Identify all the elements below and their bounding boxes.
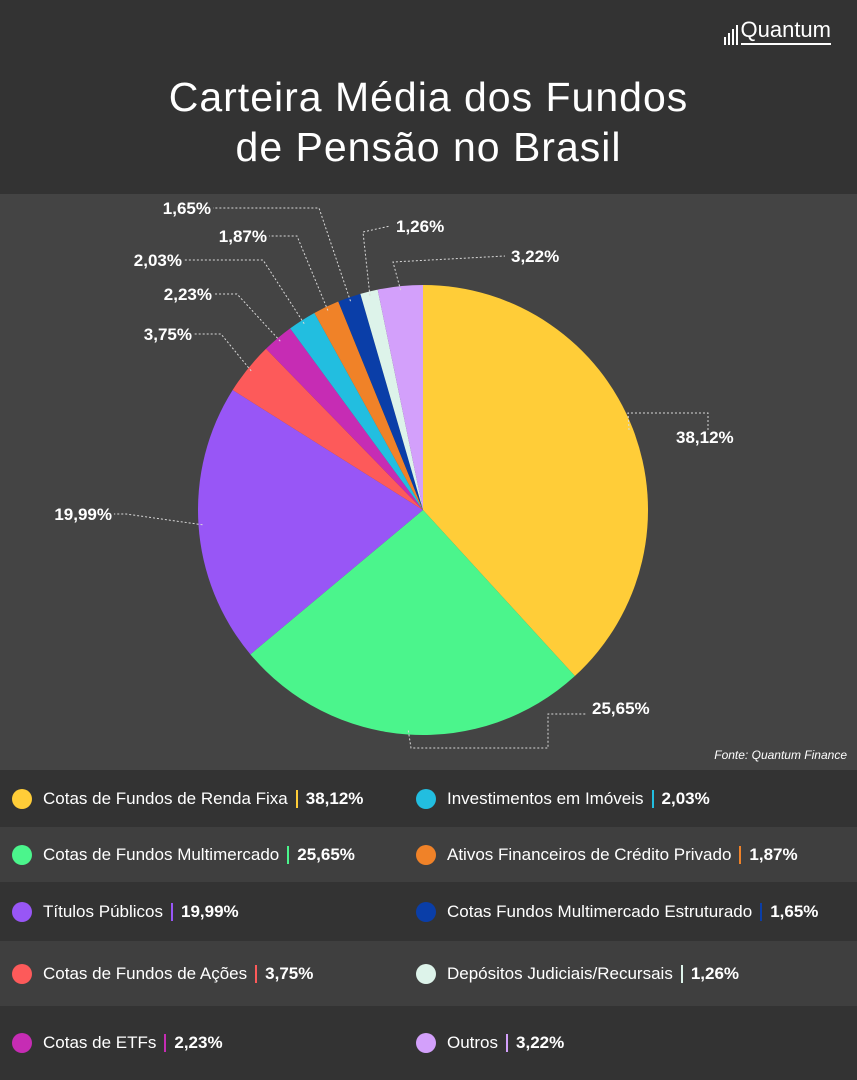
legend-swatch bbox=[416, 844, 436, 865]
bars-icon bbox=[723, 23, 738, 45]
legend-separator bbox=[680, 964, 683, 983]
data-label-7: 1,87% bbox=[219, 227, 267, 246]
leader-line-2 bbox=[407, 713, 586, 749]
pie-slice-1 bbox=[423, 285, 649, 677]
legend-item: Cotas de Fundos de Ações 3,75% bbox=[12, 941, 313, 1006]
legend-row: Cotas de Fundos de Ações 3,75% Depósitos J… bbox=[0, 941, 857, 1006]
leader-line-3 bbox=[114, 513, 203, 526]
legend-value: 1,26% bbox=[690, 963, 740, 983]
legend-value: 38,12% bbox=[305, 788, 364, 808]
data-label-4: 3,75% bbox=[144, 325, 192, 344]
data-label-3: 19,99% bbox=[54, 505, 112, 524]
legend-row: Títulos Públicos 19,99% Cotas Fundos Multi… bbox=[0, 882, 857, 941]
leader-line-7 bbox=[269, 235, 329, 311]
legend-swatch bbox=[12, 788, 32, 809]
title-line-2: de Pensão no Brasil bbox=[235, 124, 622, 170]
legend-value: 2,03% bbox=[661, 788, 710, 808]
legend-value: 1,65% bbox=[770, 901, 819, 921]
pie-slice-9 bbox=[360, 289, 423, 510]
legend-item: Outros 3,22% bbox=[416, 1006, 564, 1080]
pie-slice-8 bbox=[338, 293, 423, 510]
legend-row: Cotas de Fundos de Renda Fixa 38,12% Inves… bbox=[0, 770, 857, 827]
data-label-8: 1,65% bbox=[163, 199, 211, 218]
legend-value: 25,65% bbox=[297, 844, 355, 864]
legend-separator bbox=[255, 964, 258, 983]
legend-row: Cotas de Fundos Multimercado 25,65% Ativos… bbox=[0, 827, 857, 882]
leader-line-9 bbox=[362, 225, 391, 296]
legend-swatch bbox=[416, 963, 436, 984]
legend-label: Cotas Fundos Multimercado Estruturado bbox=[447, 901, 753, 921]
legend-label: Cotas de Fundos Multimercado bbox=[43, 844, 280, 864]
pie-slice-6 bbox=[290, 312, 423, 510]
legend-item: Títulos Públicos 19,99% bbox=[12, 882, 239, 941]
leader-line-1 bbox=[627, 412, 709, 431]
legend-label: Títulos Públicos bbox=[43, 901, 163, 921]
legend-separator bbox=[760, 902, 763, 921]
pie-slice-3 bbox=[197, 390, 423, 655]
chart-area: 38,12% 25,65% 19,99% 3,75% 2,23% 2,03% 1,87% 1,… bbox=[0, 194, 857, 770]
legend-separator bbox=[295, 789, 298, 808]
legend-swatch bbox=[416, 1033, 436, 1053]
legend-value: 3,75% bbox=[265, 963, 314, 983]
legend-separator bbox=[171, 902, 173, 921]
legend-separator bbox=[651, 789, 654, 808]
legend-value: 19,99% bbox=[181, 901, 239, 921]
legend-item: Cotas Fundos Multimercado Estruturado 1,6… bbox=[416, 882, 818, 941]
brand-name: Quantum bbox=[740, 18, 831, 45]
legend-row: Cotas de ETFs 2,23% Outros 3,22% bbox=[0, 1006, 857, 1080]
pie-slice-10 bbox=[377, 285, 423, 510]
data-label-2: 25,65% bbox=[592, 699, 650, 718]
pie-slice-5 bbox=[266, 328, 423, 510]
data-label-6: 2,03% bbox=[134, 251, 182, 270]
legend-item: Investimentos em Imóveis 2,03% bbox=[416, 770, 710, 827]
header: Quantum Carteira Média dos Fundos de Pen… bbox=[0, 0, 857, 194]
pie-slice-7 bbox=[314, 301, 423, 510]
legend-item: Cotas de ETFs 2,23% bbox=[12, 1006, 223, 1080]
legend-item: Depósitos Judiciais/Recursais 1,26% bbox=[416, 941, 739, 1006]
data-label-10: 3,22% bbox=[511, 247, 559, 266]
data-label-1: 38,12% bbox=[676, 428, 734, 447]
legend-label: Depósitos Judiciais/Recursais bbox=[447, 963, 673, 983]
legend-label: Outros bbox=[447, 1033, 499, 1052]
legend-label: Investimentos em Imóveis bbox=[447, 788, 644, 808]
legend-label: Cotas de Fundos de Renda Fixa bbox=[43, 788, 288, 808]
legend-item: Cotas de Fundos de Renda Fixa 38,12% bbox=[12, 770, 363, 827]
legend-swatch bbox=[12, 1033, 32, 1053]
legend-label: Ativos Financeiros de Crédito Privado bbox=[447, 844, 732, 864]
leader-line-6 bbox=[184, 259, 305, 324]
legend-swatch bbox=[12, 844, 32, 865]
legend-separator bbox=[739, 845, 742, 864]
source-note: Fonte: Quantum Finance bbox=[714, 748, 847, 762]
leader-line-8 bbox=[213, 207, 351, 302]
legend-swatch bbox=[12, 963, 32, 984]
legend-value: 3,22% bbox=[516, 1033, 565, 1052]
pie-chart: 38,12% 25,65% 19,99% 3,75% 2,23% 2,03% 1,87% 1,… bbox=[54, 199, 734, 749]
page-title: Carteira Média dos Fundos de Pensão no B… bbox=[0, 72, 857, 172]
legend-swatch bbox=[416, 788, 436, 809]
legend-separator bbox=[506, 1034, 509, 1052]
pie-slice-2 bbox=[250, 510, 575, 736]
legend-item: Ativos Financeiros de Crédito Privado 1,8… bbox=[416, 827, 798, 882]
legend-separator bbox=[287, 845, 290, 864]
legend-item: Cotas de Fundos Multimercado 25,65% bbox=[12, 827, 355, 882]
legend-swatch bbox=[416, 901, 436, 922]
leader-line-10 bbox=[392, 255, 506, 291]
pie-slice-4 bbox=[232, 348, 423, 510]
leader-line-4 bbox=[194, 333, 252, 372]
leader-line-5 bbox=[214, 293, 281, 342]
brand-logo: Quantum bbox=[723, 18, 831, 45]
legend-value: 1,87% bbox=[749, 844, 798, 864]
data-label-9: 1,26% bbox=[396, 217, 444, 236]
data-label-5: 2,23% bbox=[164, 285, 212, 304]
title-line-1: Carteira Média dos Fundos bbox=[168, 74, 689, 120]
legend-label: Cotas de ETFs bbox=[43, 1033, 157, 1052]
legend-value: 2,23% bbox=[174, 1033, 223, 1052]
legend-label: Cotas de Fundos de Ações bbox=[43, 963, 248, 983]
legend-separator bbox=[164, 1034, 167, 1052]
legend: Cotas de Fundos de Renda Fixa 38,12% Inves… bbox=[0, 770, 857, 1080]
legend-swatch bbox=[12, 901, 32, 922]
